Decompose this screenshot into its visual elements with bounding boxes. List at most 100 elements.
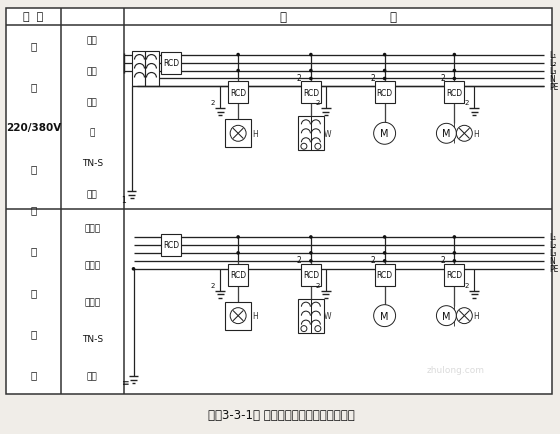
Bar (298, 299, 324, 333)
Circle shape (236, 69, 240, 73)
Text: 2: 2 (370, 256, 375, 265)
Circle shape (452, 54, 456, 57)
Circle shape (309, 236, 312, 239)
Text: 线: 线 (389, 11, 396, 23)
Circle shape (452, 69, 456, 73)
Text: 2: 2 (316, 100, 320, 106)
Text: 2: 2 (297, 256, 301, 265)
Text: 变压: 变压 (87, 67, 97, 76)
Text: H: H (473, 312, 479, 320)
Text: 1: 1 (121, 195, 126, 204)
Text: 220/380V: 220/380V (6, 123, 61, 133)
Text: 2: 2 (464, 282, 469, 288)
Bar (225, 302, 251, 330)
Bar (445, 264, 464, 286)
Circle shape (236, 251, 240, 255)
Text: 2: 2 (297, 74, 301, 83)
Text: W: W (324, 129, 332, 138)
Text: RCD: RCD (164, 59, 179, 68)
Text: 保: 保 (30, 246, 36, 256)
Bar (161, 234, 181, 256)
Circle shape (236, 236, 240, 239)
Circle shape (452, 251, 456, 255)
Text: 器供: 器供 (87, 98, 97, 107)
Circle shape (301, 326, 307, 332)
Text: RCD: RCD (446, 89, 463, 98)
Text: H: H (252, 312, 258, 320)
Circle shape (301, 144, 307, 150)
Text: 三: 三 (30, 41, 36, 51)
Text: RCD: RCD (303, 89, 319, 98)
Text: zhulong.com: zhulong.com (426, 365, 484, 374)
Text: 统: 统 (30, 369, 36, 379)
Circle shape (456, 308, 472, 324)
Text: M: M (380, 311, 389, 321)
Text: 2: 2 (370, 74, 375, 83)
Text: RCD: RCD (303, 271, 319, 279)
Text: M: M (442, 311, 451, 321)
Bar (301, 82, 321, 104)
Text: 2: 2 (316, 282, 320, 288)
Circle shape (315, 144, 321, 150)
Text: M: M (442, 129, 451, 139)
Text: RCD: RCD (446, 271, 463, 279)
Bar (161, 53, 181, 74)
Circle shape (309, 78, 312, 81)
Text: RCD: RCD (376, 271, 393, 279)
Circle shape (452, 78, 456, 81)
Bar (301, 264, 321, 286)
Text: 接: 接 (30, 164, 36, 174)
Text: L₃: L₃ (549, 67, 557, 76)
Circle shape (383, 54, 386, 57)
Text: 电局部: 电局部 (84, 298, 100, 306)
Text: 2: 2 (210, 282, 214, 288)
Circle shape (309, 54, 312, 57)
Text: L₁: L₁ (549, 233, 556, 242)
Circle shape (374, 305, 395, 327)
Text: 2: 2 (464, 100, 469, 106)
Text: 2: 2 (440, 256, 445, 265)
Circle shape (315, 326, 321, 332)
Text: 相: 相 (30, 82, 36, 92)
Text: RCD: RCD (230, 89, 246, 98)
Circle shape (383, 69, 386, 73)
Text: L₂: L₂ (549, 59, 557, 68)
Bar (298, 117, 324, 151)
Circle shape (309, 69, 312, 73)
Bar (228, 82, 248, 104)
Circle shape (374, 123, 395, 145)
Text: 图（3-3-1） 漏电保护器使用接线方法示意: 图（3-3-1） 漏电保护器使用接线方法示意 (208, 408, 354, 421)
Text: H: H (252, 129, 258, 138)
Bar (132, 52, 160, 87)
Bar (225, 120, 251, 148)
Text: TN-S: TN-S (82, 159, 102, 168)
Text: 系统: 系统 (87, 372, 97, 381)
Bar (6, 9, 552, 395)
Text: 2: 2 (210, 100, 214, 106)
Text: W: W (324, 312, 332, 320)
Text: 系统: 系统 (87, 190, 97, 199)
Text: M: M (380, 129, 389, 139)
Circle shape (436, 124, 456, 144)
Text: N: N (549, 257, 555, 266)
Text: L₂: L₂ (549, 241, 557, 250)
Text: 专用: 专用 (87, 36, 97, 46)
Text: 接: 接 (279, 11, 287, 23)
Circle shape (230, 126, 246, 142)
Circle shape (383, 78, 386, 81)
Circle shape (383, 236, 386, 239)
Text: PE: PE (549, 83, 558, 92)
Text: 系  统: 系 统 (23, 12, 44, 22)
Circle shape (309, 251, 312, 255)
Text: L₁: L₁ (549, 51, 556, 60)
Bar (375, 264, 395, 286)
Bar (445, 82, 464, 104)
Text: RCD: RCD (230, 271, 246, 279)
Circle shape (452, 260, 456, 263)
Text: 线制供: 线制供 (84, 260, 100, 270)
Text: 零: 零 (30, 205, 36, 215)
Circle shape (132, 267, 136, 271)
Text: RCD: RCD (376, 89, 393, 98)
Text: L₃: L₃ (549, 249, 557, 258)
Bar (228, 264, 248, 286)
